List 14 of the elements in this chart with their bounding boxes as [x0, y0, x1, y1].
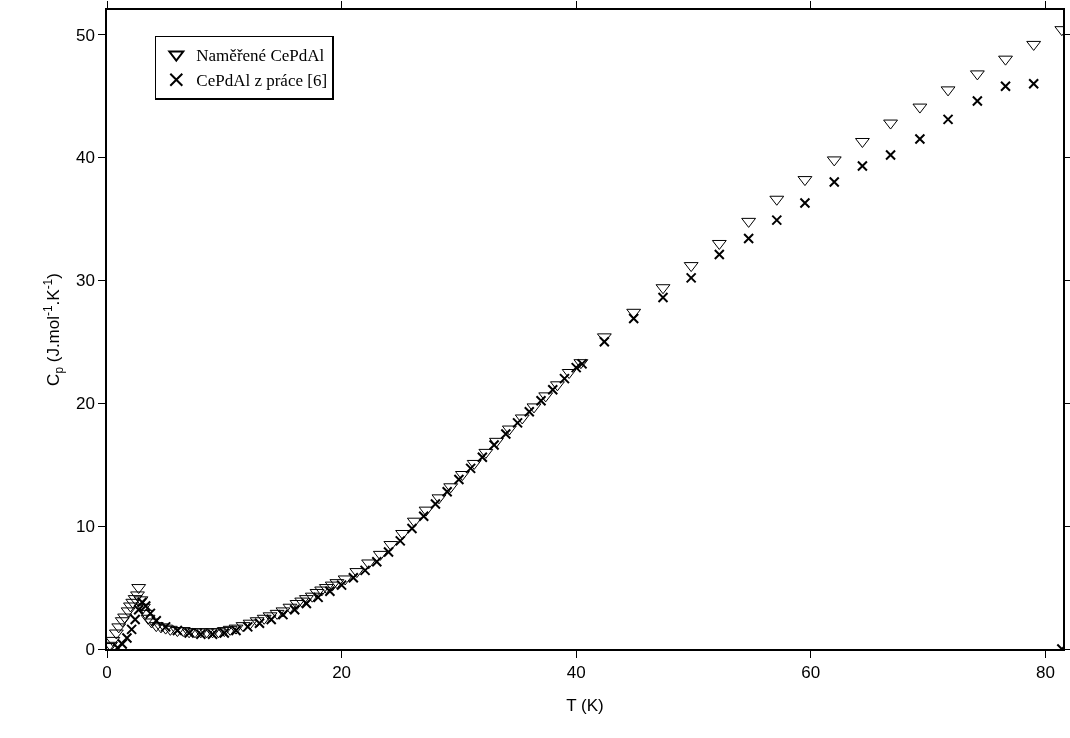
legend-label: Naměřené CePdAl	[196, 46, 325, 66]
x-tick-label: 0	[102, 663, 112, 683]
x-tick-label: 80	[1035, 663, 1055, 683]
x-tick-label: 20	[332, 663, 352, 683]
x-axis-title: T (K)	[566, 695, 604, 715]
x-tick-label: 60	[801, 663, 821, 683]
x-tick-label: 40	[566, 663, 586, 683]
y-tick-label: 20	[75, 394, 95, 414]
y-tick-label: 40	[75, 148, 95, 168]
y-tick-label: 10	[75, 517, 95, 537]
legend-label: CePdAl z práce [6]	[196, 71, 328, 91]
y-tick-label: 0	[85, 639, 95, 659]
y-tick-label: 50	[75, 25, 95, 45]
y-tick-label: 30	[75, 271, 95, 291]
